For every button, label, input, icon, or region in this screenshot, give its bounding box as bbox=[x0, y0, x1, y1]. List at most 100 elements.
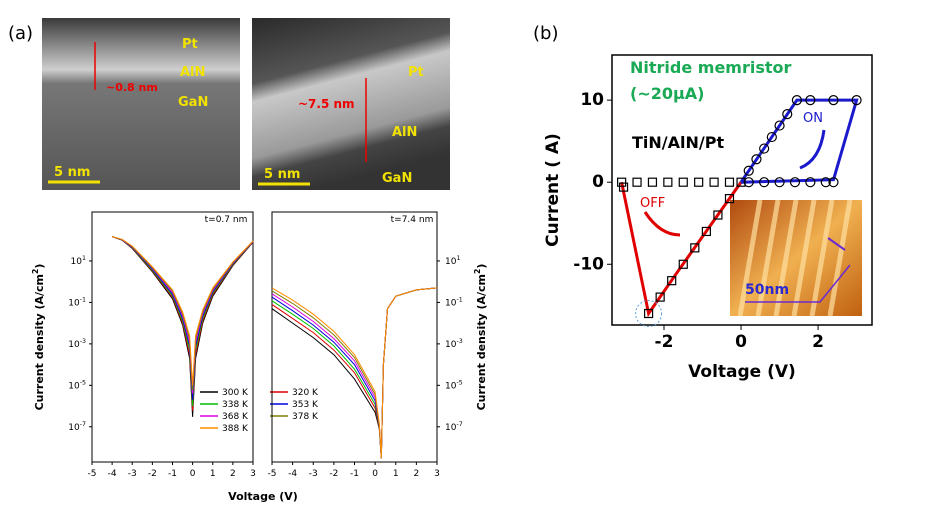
y-tick-label: 10-3 bbox=[445, 337, 463, 349]
legend-label: 338 K bbox=[222, 400, 249, 410]
marker bbox=[678, 177, 688, 187]
inset-ridge bbox=[791, 199, 817, 317]
y-tick-label: 10-3 bbox=[68, 337, 86, 349]
annotation: TiN/AlN/Pt bbox=[632, 133, 724, 152]
x-tick-label: 1 bbox=[393, 469, 399, 479]
inset-arrow bbox=[827, 237, 846, 251]
annotation: ON bbox=[803, 111, 823, 126]
marker bbox=[655, 292, 665, 302]
x-tick-label: -2 bbox=[655, 332, 674, 352]
marker bbox=[751, 154, 762, 165]
y-axis-label: Current density (A/cm2) bbox=[473, 264, 489, 411]
inset-ridge bbox=[755, 199, 781, 317]
inset-ridge bbox=[827, 199, 853, 317]
marker bbox=[618, 182, 629, 192]
marker bbox=[766, 131, 777, 143]
series-line bbox=[271, 287, 438, 459]
y-axis-label: Current density (A/cm2) bbox=[31, 264, 47, 411]
x-tick-label: -4 bbox=[108, 469, 117, 479]
marker bbox=[663, 177, 673, 187]
scale-label: 5 nm bbox=[264, 167, 300, 182]
x-tick-label: -4 bbox=[288, 469, 297, 479]
image-label: AlN bbox=[392, 125, 417, 140]
y-tick-label: 10-7 bbox=[68, 420, 86, 432]
x-tick-label: 0 bbox=[735, 332, 747, 352]
x-tick-label: -3 bbox=[309, 469, 318, 479]
marker bbox=[759, 177, 770, 188]
marker bbox=[709, 177, 719, 187]
marker bbox=[828, 95, 839, 106]
series-line bbox=[111, 236, 254, 400]
legend-label: 320 K bbox=[292, 388, 319, 398]
y-tick-label: 10-1 bbox=[445, 296, 463, 308]
image-label: GaN bbox=[382, 171, 412, 186]
x-tick-label: -2 bbox=[148, 469, 157, 479]
image-label: AlN bbox=[180, 65, 205, 80]
inset-arrow bbox=[745, 264, 851, 303]
image-label: Pt bbox=[182, 37, 198, 52]
x-tick-label: 0 bbox=[190, 469, 196, 479]
y-tick-label: 101 bbox=[71, 254, 86, 266]
marker bbox=[782, 108, 793, 120]
x-tick-label: 3 bbox=[434, 469, 440, 479]
legend-label: 388 K bbox=[222, 424, 249, 434]
panel-label: (b) bbox=[533, 23, 558, 44]
marker bbox=[743, 165, 754, 176]
annotation: (~20μA) bbox=[630, 84, 704, 103]
tem-image bbox=[252, 18, 450, 190]
marker bbox=[759, 143, 770, 154]
marker bbox=[647, 177, 658, 187]
series-line bbox=[111, 236, 254, 386]
x-tick-label: 0 bbox=[372, 469, 378, 479]
marker bbox=[736, 177, 746, 187]
marker bbox=[632, 177, 642, 187]
scale-label: 5 nm bbox=[54, 165, 90, 180]
marker bbox=[805, 177, 816, 188]
marker bbox=[617, 177, 627, 187]
marker bbox=[774, 177, 785, 188]
x-axis-label: Voltage (V) bbox=[228, 490, 298, 503]
legend-label: 300 K bbox=[222, 388, 249, 398]
x-tick-label: -5 bbox=[88, 469, 97, 479]
x-tick-label: 2 bbox=[812, 332, 824, 352]
thickness-label: ~7.5 nm bbox=[298, 97, 355, 111]
x-tick-label: 3 bbox=[250, 469, 256, 479]
marker bbox=[701, 226, 711, 237]
marker bbox=[667, 276, 677, 286]
marker bbox=[851, 95, 862, 106]
highlight bbox=[635, 300, 663, 328]
y-tick-label: 10-5 bbox=[68, 379, 86, 391]
annotation: t=7.4 nm bbox=[391, 215, 434, 225]
y-tick-label: 10-1 bbox=[68, 296, 86, 308]
marker bbox=[678, 259, 688, 269]
x-tick-label: -1 bbox=[168, 469, 177, 479]
y-axis-label: Current ( A) bbox=[543, 133, 563, 247]
x-axis-label: Voltage (V) bbox=[688, 362, 796, 382]
x-tick-label: -2 bbox=[329, 469, 338, 479]
y-tick-label: 10 bbox=[580, 90, 604, 110]
marker bbox=[789, 177, 801, 188]
legend-label: 353 K bbox=[292, 400, 319, 410]
plot-frame bbox=[271, 211, 438, 463]
marker bbox=[690, 243, 700, 253]
inset-ridge bbox=[809, 199, 835, 317]
marker bbox=[713, 210, 723, 220]
legend-label: 378 K bbox=[292, 412, 319, 422]
image-label: GaN bbox=[178, 95, 208, 110]
marker bbox=[805, 95, 816, 106]
marker bbox=[791, 95, 802, 106]
x-tick-label: -3 bbox=[128, 469, 137, 479]
series-line bbox=[111, 236, 254, 407]
y-tick-label: 10-5 bbox=[445, 379, 463, 391]
thickness-label: ~0.8 nm bbox=[106, 81, 158, 94]
marker bbox=[643, 308, 654, 319]
x-tick-label: 1 bbox=[210, 469, 216, 479]
plot-frame bbox=[611, 54, 873, 326]
y-tick-label: 101 bbox=[445, 254, 460, 266]
marker bbox=[774, 120, 785, 131]
inset-ridge bbox=[737, 199, 763, 317]
y-tick-label: 0 bbox=[592, 172, 604, 192]
x-tick-label: -1 bbox=[350, 469, 359, 479]
tem-image bbox=[42, 18, 240, 190]
